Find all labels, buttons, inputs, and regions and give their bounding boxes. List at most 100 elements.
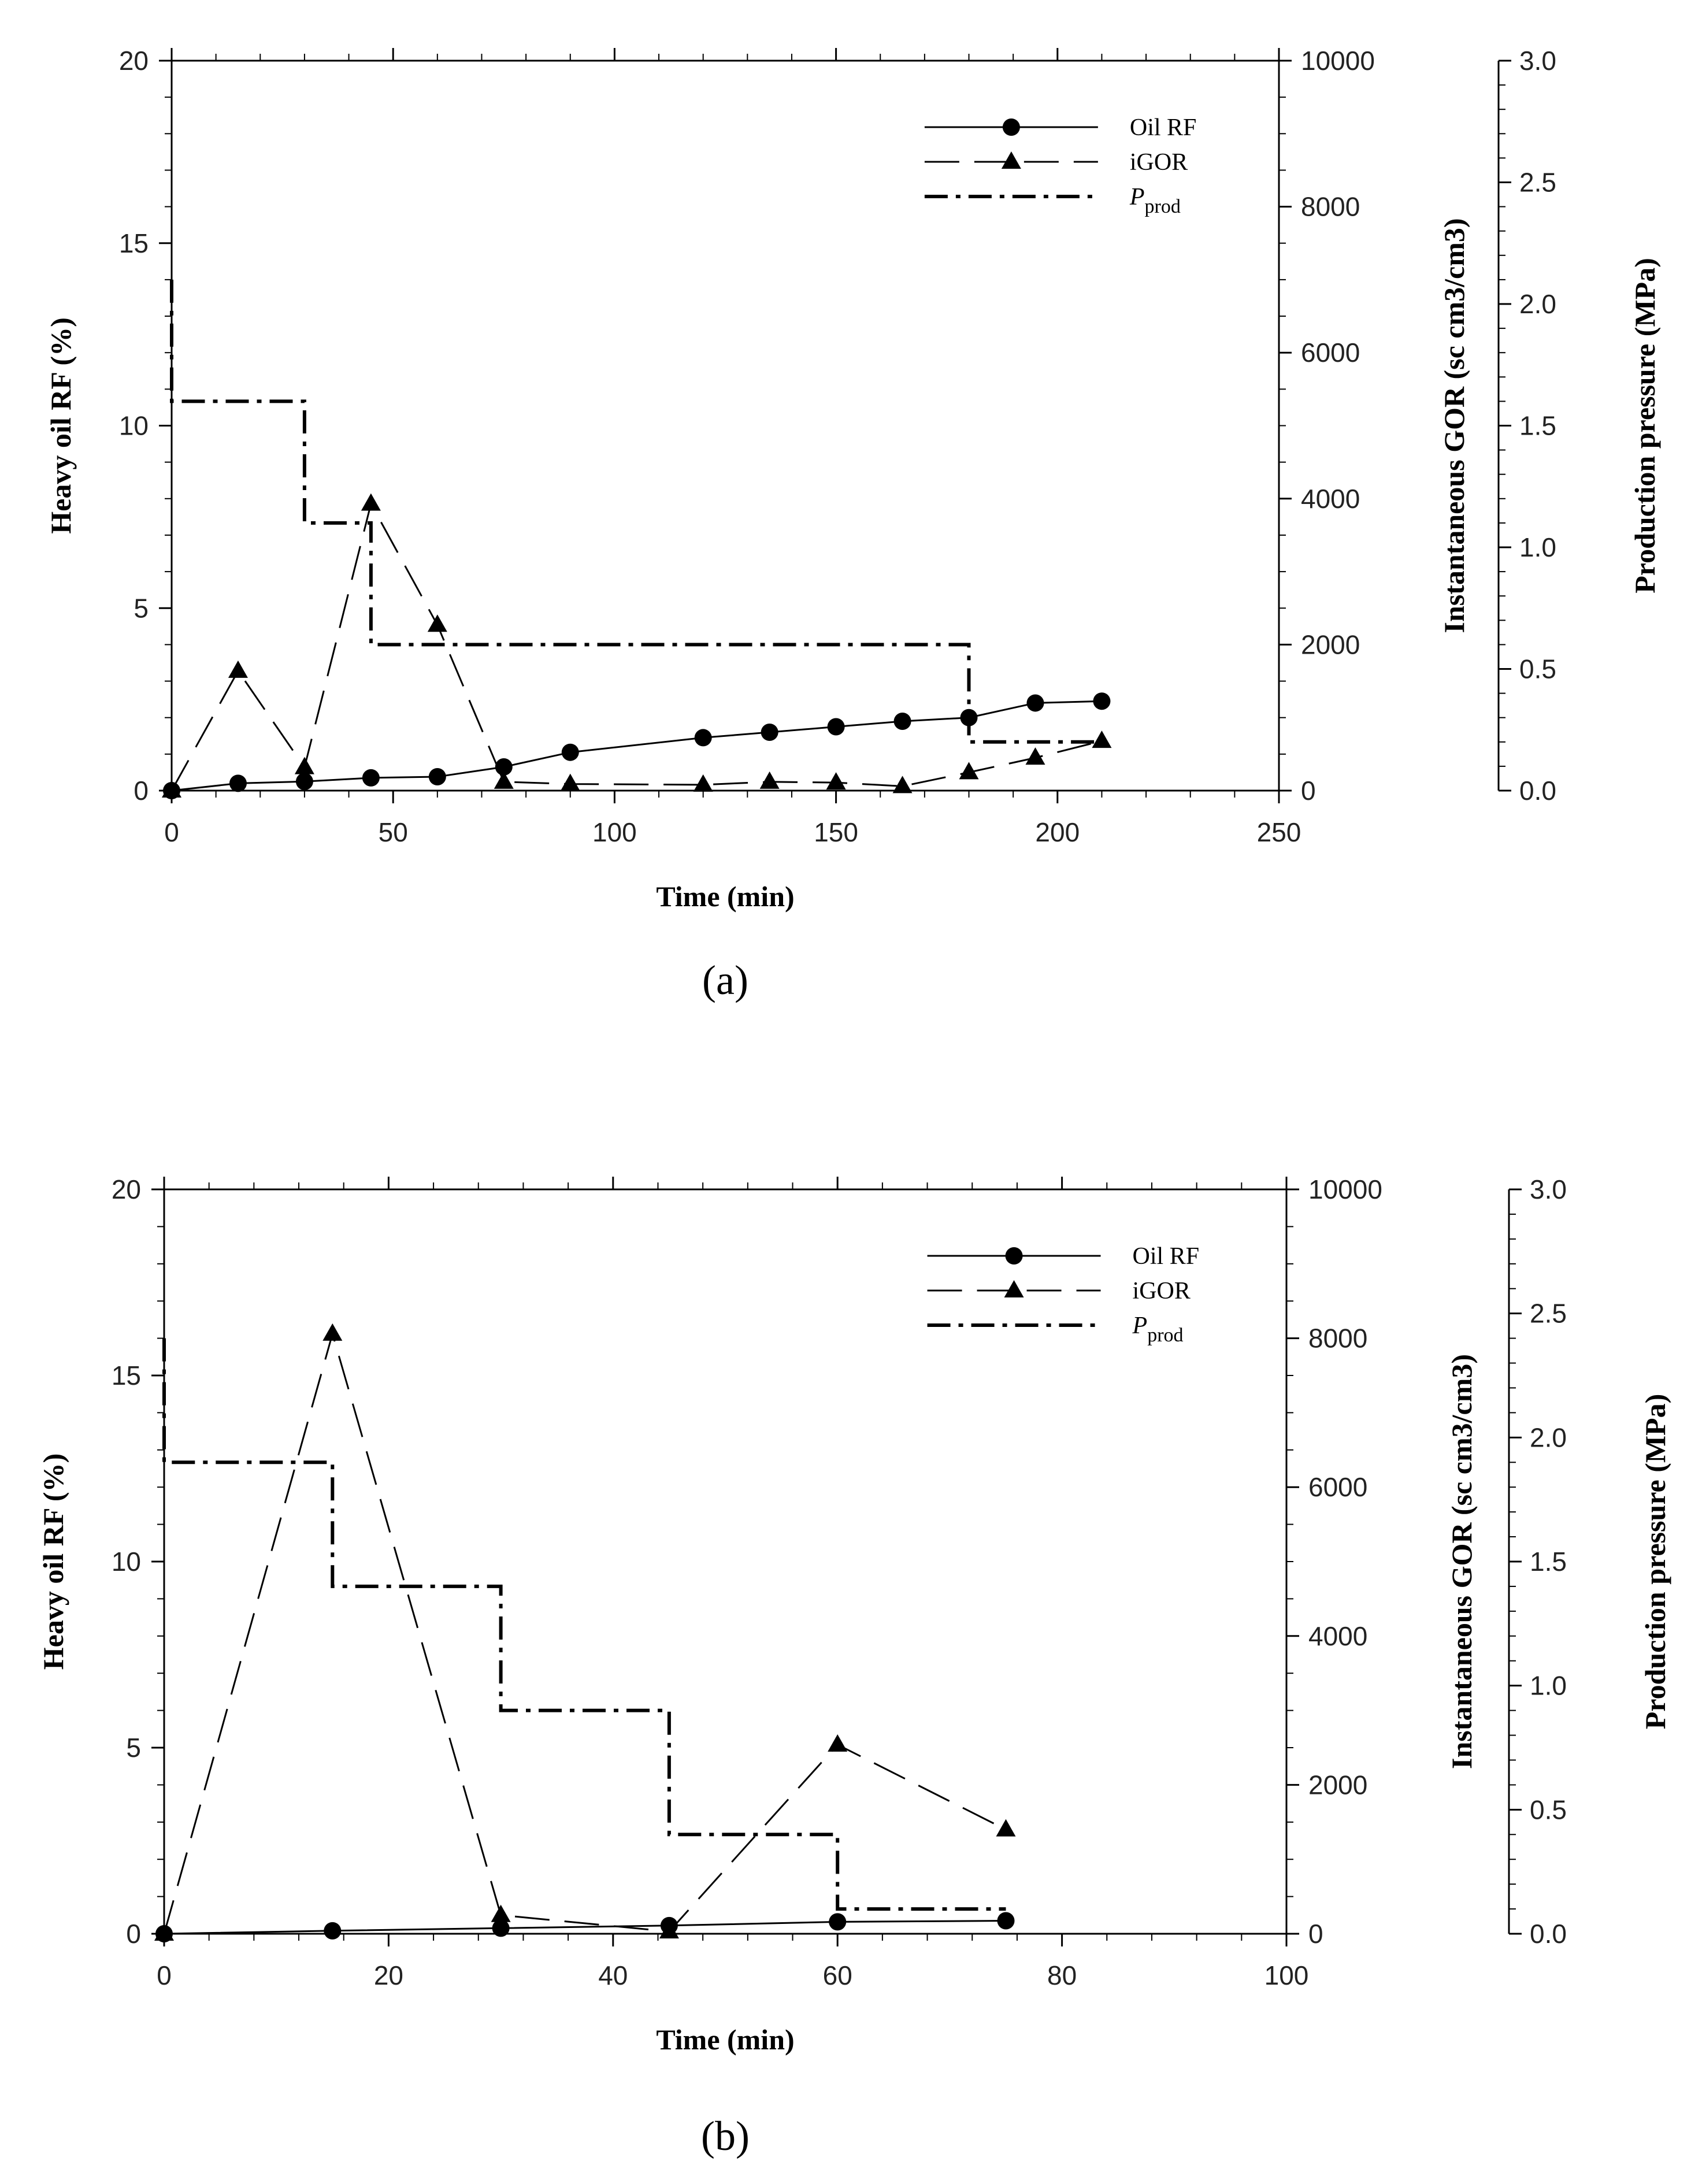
- panel-a-series-oil-rf-point: [1026, 694, 1044, 712]
- panel-b-legend-pprod-label-sub: prod: [1147, 1325, 1183, 1346]
- panel-a-series-oil-rf-point: [295, 773, 313, 791]
- panel-a-series-oil-rf-point: [428, 768, 446, 786]
- panel-b-panel-label: (b): [701, 2113, 750, 2159]
- panel-b-x-tick-label: 0: [157, 1960, 172, 1990]
- panel-a-series-igor-point: [361, 493, 381, 511]
- panel-a-series-oil-rf-point: [761, 723, 778, 741]
- panel-a-series-igor-point: [693, 774, 713, 792]
- panel-a-y-tick-label: 0: [134, 776, 149, 806]
- panel-b-chart: 0 20 40 60 80 100 0 5 10 15 20 0 2000 4000 6000 8000 100…: [37, 1174, 1671, 2159]
- panel-a-series-oil-rf-point: [694, 729, 712, 747]
- panel-a-series-igor-point: [959, 762, 979, 780]
- panel-a-y3-tick-label: 0.0: [1519, 776, 1556, 806]
- panel-b-x-tick-label: 40: [598, 1960, 628, 1990]
- panel-a-y3-tick-label: 1.0: [1519, 532, 1556, 562]
- panel-b-series-oil-rf-point: [829, 1913, 847, 1931]
- panel-a-legend-pprod-label-main: P: [1129, 184, 1145, 210]
- panel-b-y-tick-label: 5: [126, 1733, 141, 1763]
- panel-b-y3-tick-label: 0.5: [1530, 1794, 1567, 1825]
- panel-a-series-igor-point: [892, 776, 913, 793]
- panel-a-x-tick-label: 250: [1257, 817, 1301, 847]
- panel-a-y3-tick-label: 0.5: [1519, 654, 1556, 684]
- panel-b-series-igor-point: [154, 1923, 174, 1941]
- panel-b-series-igor-point: [996, 1819, 1016, 1837]
- panel-a-series-oil-rf-point: [1093, 692, 1111, 710]
- panel-a-series-igor-point: [162, 780, 181, 798]
- panel-b-series-igor-point: [828, 1734, 848, 1752]
- panel-a-y3-tick-label: 2.5: [1519, 168, 1556, 198]
- panel-a-series-oil-rf-point: [561, 743, 579, 761]
- panel-a-y-tick-label: 5: [134, 593, 149, 623]
- panel-a-series-pprod-line: [170, 279, 1102, 744]
- panel-a-x-axis-title: Time (min): [656, 880, 794, 913]
- panel-b-y2-tick-label: 10000: [1308, 1174, 1382, 1204]
- panel-b-series-oil-rf-point: [324, 1922, 342, 1940]
- panel-a-series-igor-point: [294, 757, 314, 774]
- panel-a-series-oil-rf-point: [229, 774, 247, 792]
- panel-b-x-tick-label: 60: [823, 1960, 852, 1990]
- panel-b-y-tick-label: 0: [126, 1919, 141, 1949]
- panel-a-panel-label: (a): [702, 957, 748, 1003]
- panel-b-series-pprod-line: [162, 1338, 1006, 1911]
- panel-a-x-tick-label: 0: [164, 817, 179, 847]
- panel-b-legend-igor-label: iGOR: [1133, 1278, 1191, 1304]
- panel-b-y-tick-label: 15: [112, 1360, 141, 1391]
- panel-a-y2-axis-title: Instantaneous GOR (sc cm3/cm3): [1438, 218, 1470, 633]
- panel-a-series-igor-point: [427, 614, 447, 632]
- panel-a-chart: 0 50 100 150 200 2500510152002000400060008000…: [44, 46, 1661, 1003]
- panel-a-series-igor-point: [759, 771, 780, 789]
- panel-a-y-tick-label: 15: [119, 228, 149, 258]
- panel-a-x-tick-label: 150: [814, 817, 858, 847]
- panel-a-legend-igor-marker: [1001, 151, 1021, 169]
- panel-b-legend-oil-rf-label: Oil RF: [1133, 1243, 1200, 1270]
- panel-a-legend-pprod-label: Pprod: [1129, 184, 1181, 217]
- panel-a-x-tick-label: 50: [379, 817, 408, 847]
- panel-a-series-oil-rf-line: [171, 700, 1102, 792]
- panel-a-y2-tick-label: 2000: [1301, 629, 1360, 659]
- panel-b-legend-oil-rf-marker: [1005, 1247, 1023, 1265]
- panel-b-plot-frame: [163, 1188, 1288, 1935]
- panel-a-y2-tick-label: 6000: [1301, 338, 1360, 368]
- panel-b-y3-tick-label: 0.0: [1530, 1919, 1567, 1949]
- panel-a-legend-oil-rf-marker: [1002, 118, 1020, 136]
- panel-a-legend-oil-rf-label: Oil RF: [1130, 114, 1197, 141]
- panel-b-series-oil-rf-point: [492, 1919, 510, 1937]
- panel-a-y3-tick-label: 3.0: [1519, 46, 1556, 76]
- panel-b-legend-pprod-label-main: P: [1132, 1312, 1148, 1339]
- panel-a-legend-pprod-label-sub: prod: [1145, 196, 1181, 217]
- panel-b-y2-tick-label: 2000: [1308, 1770, 1367, 1800]
- panel-b-y2-tick-label: 8000: [1308, 1323, 1367, 1354]
- panel-b-y2-tick-label: 4000: [1308, 1621, 1367, 1651]
- panel-a-y3-axis-title: Production pressure (MPa): [1629, 258, 1661, 594]
- panel-b-y3-tick-label: 2.5: [1530, 1299, 1567, 1329]
- panel-b-y-tick-label: 10: [112, 1547, 141, 1577]
- panel-a-y3-tick-label: 1.5: [1519, 411, 1556, 441]
- panel-a-series-igor-point: [1092, 731, 1112, 748]
- panel-b-series-igor-point: [491, 1904, 511, 1922]
- panel-b-series-oil-rf-line: [164, 1920, 1006, 1935]
- panel-a-series-igor-point: [228, 660, 248, 678]
- panel-b-x-tick-label: 100: [1264, 1960, 1309, 1990]
- panel-a-y2-tick-label: 8000: [1301, 192, 1360, 222]
- panel-a-series-igor-line: [170, 501, 1102, 791]
- panel-b-y-axis-title: Heavy oil RF (%): [37, 1453, 69, 1670]
- panel-b-y2-tick-label: 6000: [1308, 1472, 1367, 1502]
- panel-a-y2-tick-label: 4000: [1301, 484, 1360, 514]
- panel-a-y2-tick-label: 0: [1301, 776, 1316, 806]
- panel-a-series-oil-rf-point: [827, 718, 845, 736]
- panel-a-y-axis-title: Heavy oil RF (%): [44, 317, 77, 533]
- panel-a-y3-tick-label: 2.0: [1519, 289, 1556, 319]
- panel-a-series-oil-rf-point: [893, 713, 911, 731]
- panel-b-y3-axis-title: Production pressure (MPa): [1639, 1394, 1671, 1730]
- panel-b-series-oil-rf-point: [997, 1912, 1015, 1930]
- panel-b-x-tick-label: 80: [1047, 1960, 1077, 1990]
- panel-a-series-igor-point: [826, 772, 846, 790]
- panel-b-y3-tick-label: 1.5: [1530, 1547, 1567, 1577]
- panel-b-y2-axis-title: Instantaneous GOR (sc cm3/cm3): [1445, 1354, 1478, 1769]
- panel-b-y3-tick-label: 3.0: [1530, 1174, 1567, 1204]
- panel-b-x-axis-title: Time (min): [656, 2023, 794, 2056]
- panel-b-series-igor-line: [163, 1330, 1007, 1934]
- panel-b-series-igor-point: [659, 1921, 679, 1939]
- panel-a-y-tick-label: 10: [119, 411, 149, 441]
